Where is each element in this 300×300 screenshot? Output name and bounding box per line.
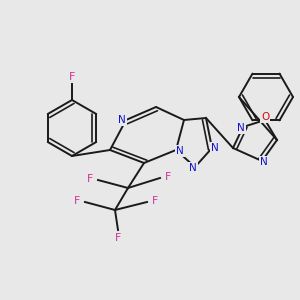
Text: N: N — [118, 115, 126, 125]
Text: N: N — [211, 143, 219, 153]
Text: N: N — [176, 146, 184, 156]
Text: O: O — [261, 112, 269, 122]
Text: N: N — [260, 157, 268, 167]
Text: F: F — [115, 233, 121, 243]
Text: N: N — [237, 123, 245, 133]
Text: F: F — [87, 174, 93, 184]
Text: N: N — [189, 163, 197, 173]
Text: F: F — [74, 196, 80, 206]
Text: F: F — [165, 172, 171, 182]
Text: F: F — [152, 196, 158, 206]
Text: F: F — [69, 72, 75, 82]
